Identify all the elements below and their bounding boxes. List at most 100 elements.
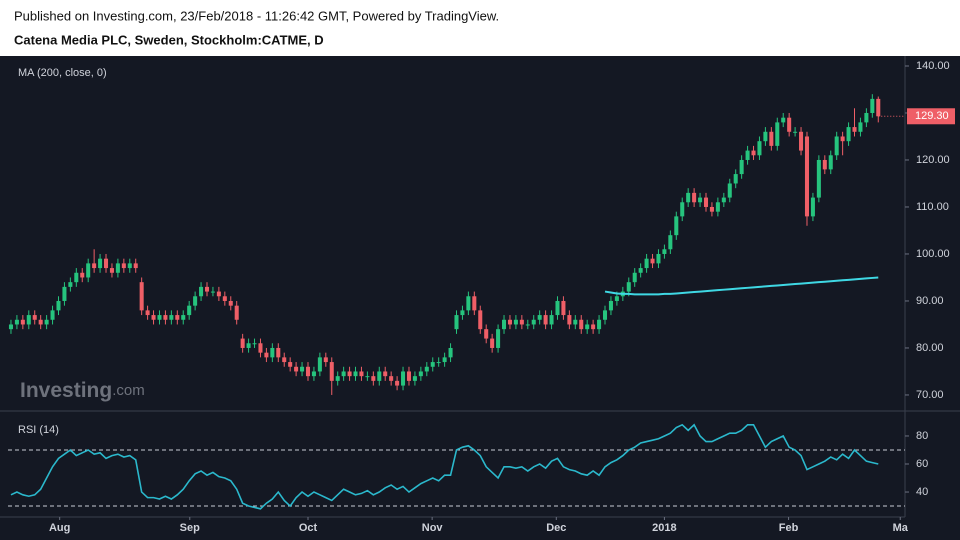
y-tick-label: 110.00 bbox=[916, 201, 949, 213]
y-tick-label: 140.00 bbox=[916, 60, 950, 72]
candle-body bbox=[816, 159, 821, 198]
candle-body bbox=[187, 305, 192, 316]
candle-body bbox=[228, 300, 233, 306]
candle-body bbox=[323, 357, 328, 363]
candle-body bbox=[502, 319, 507, 330]
rsi-tick-label: 60 bbox=[916, 458, 928, 470]
candle-body bbox=[763, 131, 768, 142]
candle-body bbox=[395, 380, 400, 386]
candle-body bbox=[204, 286, 210, 292]
candle-body bbox=[288, 362, 293, 367]
candle-body bbox=[549, 315, 554, 325]
candle-body bbox=[412, 376, 417, 381]
candle-body bbox=[840, 136, 845, 142]
candle-body bbox=[739, 159, 744, 175]
y-tick-label: 70.00 bbox=[916, 389, 944, 401]
candle-body bbox=[329, 362, 334, 381]
x-tick-label: Ma bbox=[893, 522, 909, 534]
candle-body bbox=[680, 202, 685, 217]
candle-body bbox=[222, 296, 227, 301]
candle-body bbox=[579, 319, 584, 330]
candle-body bbox=[626, 282, 631, 292]
candle-body bbox=[139, 282, 144, 311]
candle-body bbox=[163, 315, 168, 320]
candle-body bbox=[608, 300, 613, 311]
candle-body bbox=[715, 202, 720, 212]
last-price-box bbox=[907, 108, 955, 125]
candle-body bbox=[775, 122, 780, 146]
candle-body bbox=[103, 258, 109, 269]
watermark-brand: Investing bbox=[20, 379, 112, 402]
x-tick-label: Feb bbox=[779, 522, 799, 534]
candle-body bbox=[86, 263, 91, 278]
candle-body bbox=[721, 197, 726, 203]
candle-body bbox=[353, 371, 358, 377]
candle-body bbox=[858, 122, 863, 132]
candle-body bbox=[507, 319, 512, 325]
candle-body bbox=[151, 315, 156, 320]
x-tick-label: 2018 bbox=[652, 522, 676, 534]
candle-body bbox=[644, 258, 649, 269]
candle-body bbox=[602, 310, 608, 320]
candle-body bbox=[169, 315, 174, 320]
candle-body bbox=[561, 300, 566, 316]
candle-body bbox=[294, 366, 299, 372]
candle-body bbox=[638, 268, 643, 273]
candle-body bbox=[852, 127, 857, 132]
candle-body bbox=[193, 296, 198, 306]
candle-body bbox=[757, 141, 762, 156]
candle-body bbox=[210, 291, 215, 293]
candle-body bbox=[567, 315, 572, 325]
candle-body bbox=[787, 117, 792, 132]
candle-body bbox=[406, 371, 411, 381]
candle-body bbox=[56, 300, 61, 311]
candle-body bbox=[573, 319, 578, 325]
candle-body bbox=[311, 371, 316, 377]
x-tick-label: Oct bbox=[299, 522, 318, 534]
candle-body bbox=[181, 315, 186, 320]
candle-body bbox=[240, 338, 245, 348]
candle-body bbox=[834, 136, 839, 156]
candle-body bbox=[460, 310, 465, 316]
y-tick-label: 100.00 bbox=[916, 248, 950, 260]
candle-body bbox=[870, 98, 875, 113]
chart-title: Catena Media PLC, Sweden, Stockholm:CATM… bbox=[14, 32, 324, 47]
candle-body bbox=[26, 315, 31, 325]
candle-body bbox=[270, 347, 275, 358]
candle-body bbox=[264, 352, 269, 358]
watermark: Investing.com bbox=[20, 379, 145, 402]
y-tick-label: 120.00 bbox=[916, 154, 950, 166]
candle-body bbox=[555, 300, 560, 316]
candle-body bbox=[656, 253, 661, 264]
candle-body bbox=[234, 305, 239, 320]
candle-body bbox=[377, 371, 382, 381]
candle-body bbox=[109, 268, 114, 273]
candle-body bbox=[38, 319, 43, 325]
candle-body bbox=[478, 310, 483, 330]
candle-body bbox=[418, 371, 423, 377]
candle-body bbox=[585, 324, 590, 330]
watermark-suffix: .com bbox=[112, 382, 145, 399]
candle-body bbox=[597, 319, 602, 330]
candle-body bbox=[793, 131, 798, 133]
candle-body bbox=[519, 319, 524, 325]
candle-body bbox=[727, 183, 732, 198]
y-tick-label: 80.00 bbox=[916, 342, 944, 354]
candle-body bbox=[246, 343, 251, 348]
candle-body bbox=[810, 197, 815, 217]
candle-body bbox=[692, 192, 697, 203]
candle-body bbox=[199, 286, 204, 297]
candle-body bbox=[490, 338, 495, 348]
candle-body bbox=[371, 376, 376, 381]
candle-body bbox=[424, 366, 429, 372]
candle-body bbox=[662, 249, 667, 254]
candle-body bbox=[591, 324, 596, 330]
candle-body bbox=[20, 319, 25, 325]
candle-body bbox=[74, 272, 79, 283]
candle-body bbox=[733, 174, 738, 184]
candle-body bbox=[430, 362, 435, 367]
candle-body bbox=[80, 272, 85, 278]
candle-body bbox=[305, 366, 311, 377]
